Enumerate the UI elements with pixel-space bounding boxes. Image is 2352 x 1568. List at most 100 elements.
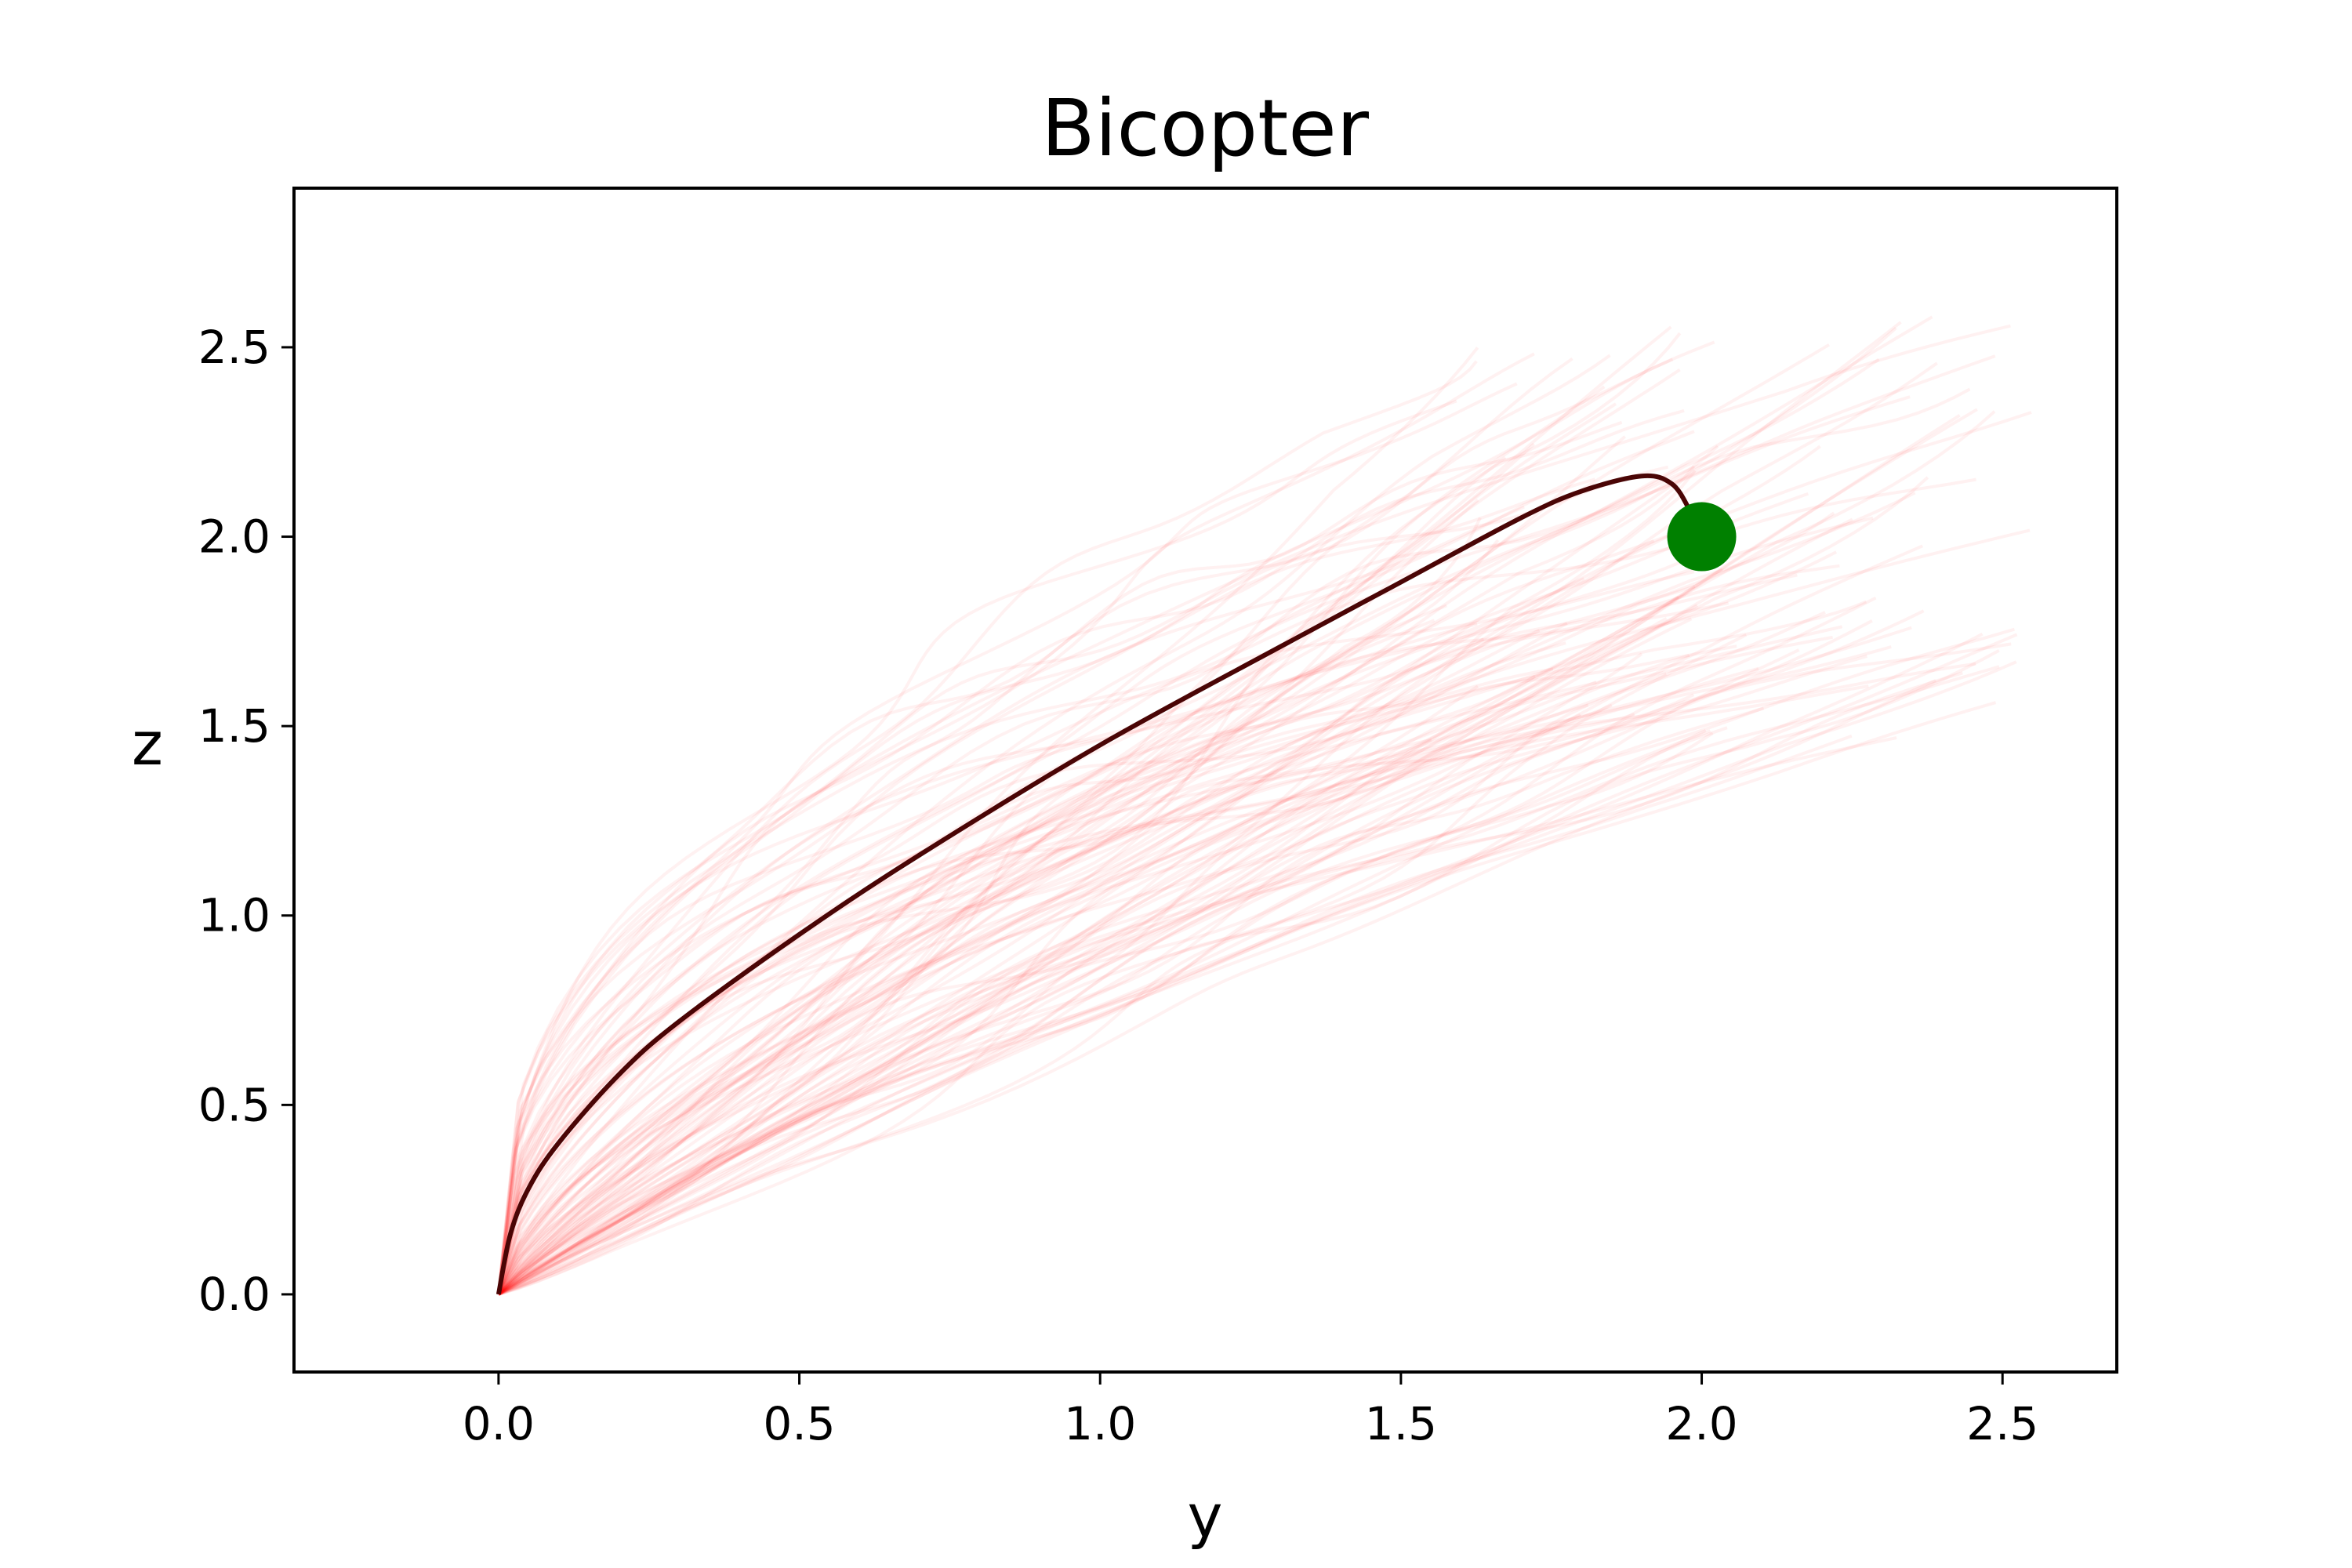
sample-trajectory [497,731,1714,1296]
sample-trajectory [498,679,1936,1296]
sample-trajectory [496,430,1695,1295]
x-tick-label: 2.0 [1665,1397,1737,1450]
sample-trajectory [496,324,2011,1295]
sample-trajectory [497,604,1698,1296]
sample-trajectory [496,382,1518,1295]
sample-trajectory [496,642,2012,1295]
sample-trajectory [496,600,1867,1295]
sample-trajectory [496,408,1685,1295]
sample-trajectory [497,325,1672,1296]
sample-trajectory [496,505,1525,1295]
y-axis-label: z [132,709,163,779]
sample-trajectory [497,544,1924,1296]
sample-trajectory [497,609,1925,1296]
sample-trajectory [497,577,1585,1295]
sample-trajectory [497,637,1485,1295]
sample-trajectory [497,611,1826,1296]
x-tick-label: 0.5 [763,1397,835,1450]
sample-trajectory [497,332,1682,1296]
sample-trajectory [496,667,1554,1295]
sample-trajectory [498,648,1800,1296]
sample-trajectory [496,619,1436,1295]
sample-trajectory [497,648,2000,1296]
sample-trajectory [497,633,2018,1296]
sample-trajectory [496,703,1589,1295]
sample-trajectory [497,672,1667,1295]
sample-trajectory [497,703,1613,1295]
sample-trajectory [496,570,1695,1295]
sample-trajectory [496,684,1869,1295]
sample-trajectory [497,354,1611,1295]
sample-trajectory [496,674,1536,1295]
sample-trajectory [497,410,1996,1296]
sample-trajectory [498,633,1748,1296]
y-axis: 0.0 0.5 1.0 1.5 2.0 2.5 [198,321,294,1321]
sample-trajectory [497,517,1853,1296]
sample-trajectory [497,616,1668,1296]
sample-trajectory [496,662,1976,1295]
sample-trajectory [496,477,1595,1295]
sample-trajectory [496,358,1674,1295]
x-axis: 0.0 0.5 1.0 1.5 2.0 2.5 [463,1372,2038,1450]
sample-trajectory [497,619,1873,1296]
sample-trajectory [497,653,1690,1295]
y-tick-label: 0.0 [198,1268,270,1321]
sample-trajectory [497,568,1723,1296]
sample-trajectory [498,321,1902,1296]
sample-trajectory [496,411,2032,1295]
sample-trajectory [497,435,1627,1296]
sample-trajectory [497,680,1597,1295]
sample-trajectory [497,511,1835,1295]
sample-trajectory [497,627,2015,1295]
y-tick-label: 1.0 [198,889,270,942]
sample-trajectory [497,368,1681,1296]
sample-trajectory [496,604,1447,1295]
sample-trajectory [497,617,1693,1296]
sample-trajectory [496,713,1635,1295]
sample-trajectory [497,713,1581,1296]
sample-trajectory [497,539,1655,1296]
sample-trajectory [497,595,1679,1296]
sample-trajectory [497,326,1897,1296]
sample-trajectory [496,666,1759,1295]
sample-trajectory [497,701,1997,1296]
sample-trajectory [496,387,1971,1295]
sample-trajectory [497,626,1912,1295]
sample-trajectory [497,693,1695,1296]
y-tick-label: 0.5 [198,1078,270,1131]
sample-trajectory [497,491,1916,1295]
sample-trajectory [498,632,1984,1296]
sample-trajectory [497,629,1541,1295]
sample-trajectory [496,395,1911,1295]
sample-trajectory [496,622,1478,1295]
sample-trajectory [497,492,1809,1295]
sample-trajectory [497,736,1897,1295]
sample-trajectory [497,622,1568,1296]
sample-trajectory [497,357,1573,1296]
sample-trajectory [497,550,1838,1295]
sample-trajectory [496,399,1457,1295]
sample-trajectory [496,516,1874,1295]
sample-trajectory [498,517,1482,1296]
sample-trajectory [497,408,1978,1296]
sample-trajectory [496,644,1737,1295]
sample-trajectory [496,573,1798,1295]
sample-trajectory [497,729,1711,1296]
x-tick-label: 1.5 [1365,1397,1437,1450]
sample-trajectory [496,352,1535,1295]
sample-trajectory [497,442,1535,1296]
sample-trajectory [497,726,1728,1296]
sample-trajectory [497,539,1500,1296]
sample-trajectories [496,315,2032,1296]
sample-trajectory [496,360,1478,1295]
sample-trajectory [498,470,1697,1296]
sample-trajectory [496,465,1669,1295]
sample-trajectory [497,671,1963,1296]
plot-area [495,315,2032,1296]
x-tick-label: 0.0 [463,1397,535,1450]
x-axis-label: y [1188,1481,1223,1551]
sample-trajectory [497,734,1853,1296]
sample-trajectory [496,340,1715,1295]
sample-trajectory [497,402,1617,1295]
